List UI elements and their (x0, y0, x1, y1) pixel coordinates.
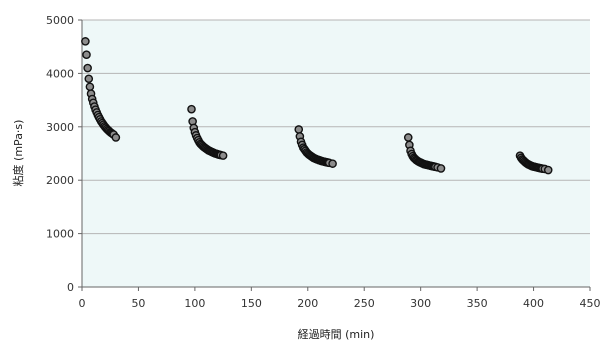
gridlines (81, 19, 590, 288)
data-point-s1 (83, 63, 92, 73)
x-tick-label: 0 (79, 297, 86, 310)
data-point-s2 (218, 151, 228, 160)
x-tick-label: 350 (467, 297, 488, 310)
y-tick-label: 2000 (46, 174, 74, 187)
data-point-s2 (187, 104, 196, 114)
data-point-s3 (294, 125, 304, 134)
y-tick-label: 0 (67, 281, 74, 294)
x-tick-label: 300 (410, 297, 431, 310)
plot-area (82, 20, 590, 287)
y-tick-label: 4000 (46, 67, 74, 80)
data-point-s1 (82, 50, 91, 60)
y-tick-label: 1000 (46, 228, 74, 241)
data-point-s3 (328, 159, 337, 168)
data-point-s1 (85, 82, 95, 92)
x-tick-label: 150 (241, 297, 262, 310)
x-tick-label: 450 (580, 297, 601, 310)
x-tick-labels: 0 50 100 150 200 250 300 350 400 450 (79, 287, 601, 310)
x-tick-label: 100 (184, 297, 205, 310)
y-tick-label: 5000 (46, 14, 74, 27)
y-axis-label: 粘度 (mPa·s) (11, 120, 25, 187)
x-tick-label: 400 (523, 297, 544, 310)
data-point-s4 (403, 133, 413, 142)
x-axis-label: 経過時間 (min) (298, 328, 375, 340)
data-point-s5 (543, 165, 553, 175)
data-point-s1 (111, 133, 121, 142)
data-point-s1 (84, 74, 94, 84)
x-tick-label: 200 (297, 297, 318, 310)
x-tick-label: 250 (354, 297, 375, 310)
data-point-s1 (81, 37, 90, 46)
y-tick-labels: 0 1000 2000 3000 4000 5000 (46, 14, 82, 294)
data-points (81, 37, 553, 175)
y-tick-label: 3000 (46, 121, 74, 134)
data-point-s4 (436, 164, 446, 173)
x-tick-label: 50 (131, 297, 145, 310)
